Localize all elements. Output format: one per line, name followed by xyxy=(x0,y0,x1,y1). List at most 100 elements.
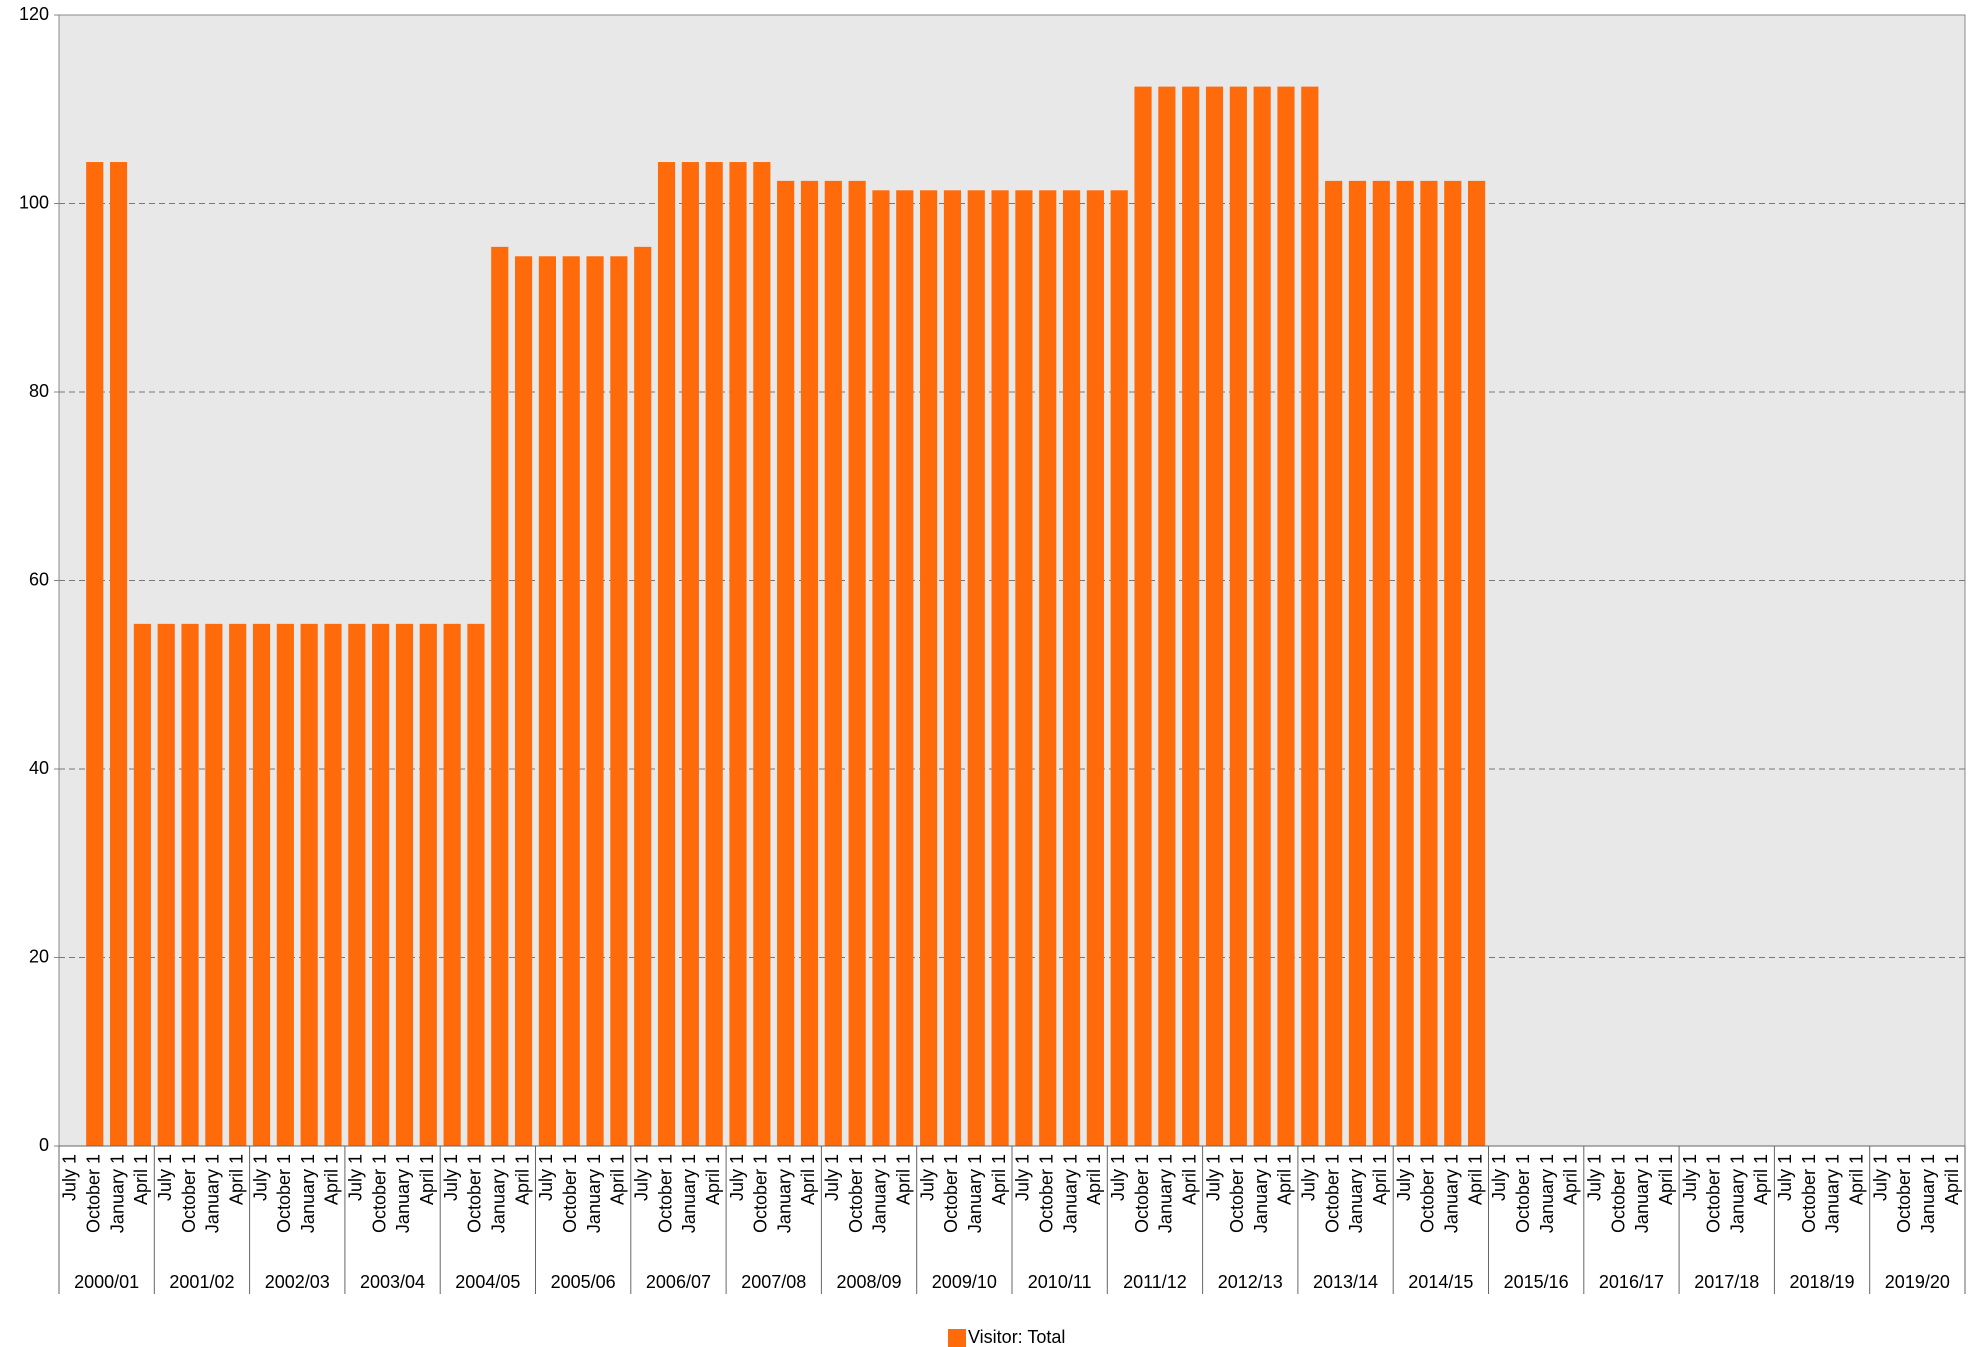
x-tick-label: October 1 xyxy=(655,1154,675,1233)
x-tick-label: October 1 xyxy=(1799,1154,1819,1233)
x-tick-label: April 1 xyxy=(1751,1154,1771,1205)
x-tick-label: April 1 xyxy=(131,1154,151,1205)
x-tick-label: April 1 xyxy=(894,1154,914,1205)
bar xyxy=(1039,190,1057,1146)
bar xyxy=(1229,86,1247,1146)
group-label: 2000/01 xyxy=(74,1272,139,1292)
bar xyxy=(610,256,628,1146)
x-tick-label: January 1 xyxy=(1918,1154,1938,1233)
x-tick-label: July 1 xyxy=(1394,1154,1414,1201)
bar xyxy=(1182,86,1200,1146)
bar xyxy=(800,180,819,1146)
x-tick-label: April 1 xyxy=(608,1154,628,1205)
bar xyxy=(538,256,556,1146)
x-tick-label: July 1 xyxy=(1299,1154,1319,1201)
x-tick-label: October 1 xyxy=(369,1154,389,1233)
x-tick-label: July 1 xyxy=(917,1154,937,1201)
bar xyxy=(1420,180,1438,1146)
x-tick-label: October 1 xyxy=(1418,1154,1438,1233)
bar xyxy=(586,256,604,1146)
bar xyxy=(1277,86,1295,1146)
y-tick-label: 40 xyxy=(29,758,49,778)
bar xyxy=(348,623,366,1146)
x-tick-label: July 1 xyxy=(1870,1154,1890,1201)
bar xyxy=(395,623,414,1146)
bar xyxy=(681,162,699,1146)
x-tick-label: January 1 xyxy=(1632,1154,1652,1233)
x-tick-label: January 1 xyxy=(393,1154,413,1233)
x-tick-label: October 1 xyxy=(83,1154,103,1233)
x-tick-label: October 1 xyxy=(274,1154,294,1233)
bar xyxy=(109,162,128,1146)
x-tick-label: July 1 xyxy=(1680,1154,1700,1201)
x-tick-label: January 1 xyxy=(298,1154,318,1233)
bar xyxy=(86,162,104,1146)
bar xyxy=(419,623,437,1146)
group-label: 2002/03 xyxy=(265,1272,330,1292)
x-tick-label: January 1 xyxy=(1346,1154,1366,1233)
legend-swatch xyxy=(948,1329,966,1347)
bar xyxy=(705,162,723,1146)
bar xyxy=(515,256,533,1146)
group-label: 2004/05 xyxy=(455,1272,520,1292)
x-tick-label: January 1 xyxy=(584,1154,604,1233)
group-label: 2006/07 xyxy=(646,1272,711,1292)
bar xyxy=(920,190,938,1146)
group-label: 2010/11 xyxy=(1028,1272,1092,1292)
x-tick-label: October 1 xyxy=(1132,1154,1152,1233)
x-tick-label: January 1 xyxy=(1537,1154,1557,1233)
y-tick-label: 80 xyxy=(29,381,49,401)
x-tick-label: April 1 xyxy=(1275,1154,1295,1205)
x-tick-label: April 1 xyxy=(703,1154,723,1205)
x-tick-label: October 1 xyxy=(1513,1154,1533,1233)
bar xyxy=(181,623,199,1146)
group-label: 2009/10 xyxy=(932,1272,997,1292)
bar xyxy=(872,190,890,1146)
group-label: 2005/06 xyxy=(551,1272,616,1292)
x-tick-label: January 1 xyxy=(107,1154,127,1233)
bar xyxy=(943,190,962,1146)
group-label: 2003/04 xyxy=(360,1272,425,1292)
x-tick-label: October 1 xyxy=(1704,1154,1724,1233)
bar xyxy=(1086,190,1104,1146)
bar xyxy=(1396,180,1414,1146)
bar xyxy=(1134,86,1152,1146)
bar xyxy=(1158,86,1176,1146)
bar xyxy=(443,623,461,1146)
group-label: 2018/19 xyxy=(1790,1272,1855,1292)
x-tick-label: July 1 xyxy=(1489,1154,1509,1201)
x-tick-label: April 1 xyxy=(512,1154,532,1205)
group-label: 2001/02 xyxy=(169,1272,234,1292)
x-tick-label: October 1 xyxy=(1894,1154,1914,1233)
x-tick-label: October 1 xyxy=(179,1154,199,1233)
group-label: 2007/08 xyxy=(741,1272,806,1292)
group-label: 2012/13 xyxy=(1218,1272,1283,1292)
x-tick-label: October 1 xyxy=(1608,1154,1628,1233)
bar xyxy=(562,256,580,1146)
bar xyxy=(467,623,485,1146)
x-tick-label: July 1 xyxy=(1013,1154,1033,1201)
bar xyxy=(777,180,795,1146)
bar xyxy=(848,180,866,1146)
y-tick-label: 100 xyxy=(19,192,49,212)
bar xyxy=(657,162,676,1146)
x-tick-label: July 1 xyxy=(1775,1154,1795,1201)
group-label: 2014/15 xyxy=(1408,1272,1473,1292)
x-tick-label: October 1 xyxy=(941,1154,961,1233)
x-tick-label: April 1 xyxy=(417,1154,437,1205)
x-tick-label: January 1 xyxy=(679,1154,699,1233)
x-tick-label: January 1 xyxy=(1251,1154,1271,1233)
y-tick-label: 0 xyxy=(39,1135,49,1155)
bar xyxy=(1110,190,1128,1146)
x-tick-label: April 1 xyxy=(1942,1154,1962,1205)
x-tick-label: April 1 xyxy=(322,1154,342,1205)
x-tick-label: April 1 xyxy=(798,1154,818,1205)
x-tick-label: October 1 xyxy=(1036,1154,1056,1233)
x-tick-label: April 1 xyxy=(1084,1154,1104,1205)
bar xyxy=(824,180,842,1146)
x-tick-label: January 1 xyxy=(870,1154,890,1233)
x-tick-label: January 1 xyxy=(774,1154,794,1233)
x-tick-label: April 1 xyxy=(1656,1154,1676,1205)
bar xyxy=(1444,180,1462,1146)
